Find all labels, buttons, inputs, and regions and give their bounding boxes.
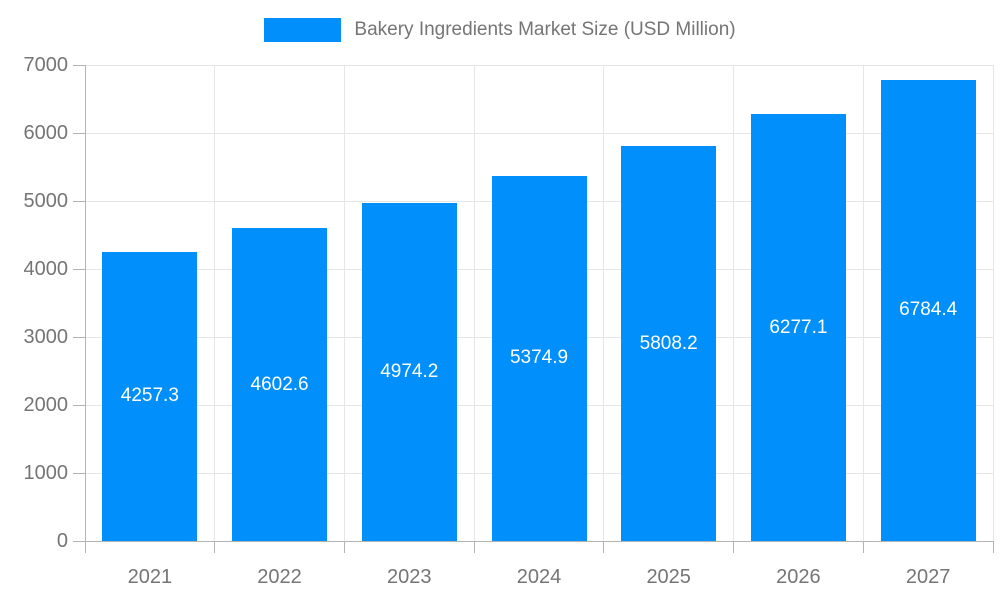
y-axis-tick (73, 268, 85, 270)
y-axis-label: 6000 (23, 122, 69, 144)
y-gridline (85, 132, 993, 134)
bar-2025 (621, 146, 717, 541)
x-gridline (603, 65, 605, 541)
y-axis-tick (73, 132, 85, 134)
bar-value-label: 4974.2 (380, 360, 439, 382)
y-axis-label: 0 (56, 530, 68, 552)
x-gridline (992, 65, 994, 541)
y-axis-label: 2000 (23, 394, 69, 416)
y-axis-label: 4000 (23, 258, 69, 280)
y-gridline (85, 64, 993, 66)
bar-2022 (232, 228, 328, 541)
bar-value-label: 5374.9 (509, 347, 569, 369)
bar-2027 (880, 79, 976, 541)
x-axis-label: 2021 (127, 566, 173, 588)
x-gridline (343, 65, 345, 541)
chart-legend-item[interactable]: Bakery Ingredients Market Size (USD Mill… (0, 17, 1000, 43)
x-axis-tick (343, 541, 345, 553)
bar-2021 (102, 251, 198, 541)
y-axis-tick (73, 540, 85, 542)
x-axis-label: 2023 (387, 566, 432, 588)
x-axis-tick (733, 541, 735, 553)
x-axis-tick (603, 541, 605, 553)
x-axis-tick (862, 541, 864, 553)
bar-value-label: 6784.4 (899, 299, 958, 321)
bar-value-label: 4257.3 (120, 385, 179, 407)
bar-2024 (491, 175, 587, 541)
bar-value-label: 5808.2 (639, 332, 698, 354)
x-axis-label: 2022 (257, 566, 302, 588)
y-axis-tick (73, 200, 85, 202)
y-axis-label: 7000 (23, 54, 69, 76)
y-axis-tick (73, 64, 85, 66)
bar-2023 (361, 202, 457, 541)
bar-value-label: 4602.6 (250, 373, 309, 395)
bar-2026 (750, 114, 846, 541)
x-axis-label: 2027 (905, 566, 951, 588)
y-axis-line (84, 65, 86, 553)
x-gridline (473, 65, 475, 541)
x-axis-tick (214, 541, 216, 553)
x-axis-tick (992, 541, 994, 553)
x-gridline (214, 65, 216, 541)
y-axis-label: 3000 (23, 326, 69, 348)
y-axis-tick (73, 404, 85, 406)
legend-swatch (264, 18, 342, 42)
x-axis-label: 2026 (776, 566, 821, 588)
x-axis-line (85, 540, 993, 542)
x-axis-label: 2024 (516, 566, 562, 588)
x-axis-tick (473, 541, 475, 553)
y-axis-label: 5000 (23, 190, 69, 212)
bar-value-label: 6277.1 (769, 316, 828, 338)
x-gridline (862, 65, 864, 541)
x-gridline (733, 65, 735, 541)
y-axis-tick (73, 336, 85, 338)
x-axis-label: 2025 (646, 566, 691, 588)
chart-title: Bakery Ingredients Market Size (USD Mill… (354, 19, 736, 40)
y-axis-tick (73, 472, 85, 474)
y-axis-label: 1000 (23, 462, 69, 484)
